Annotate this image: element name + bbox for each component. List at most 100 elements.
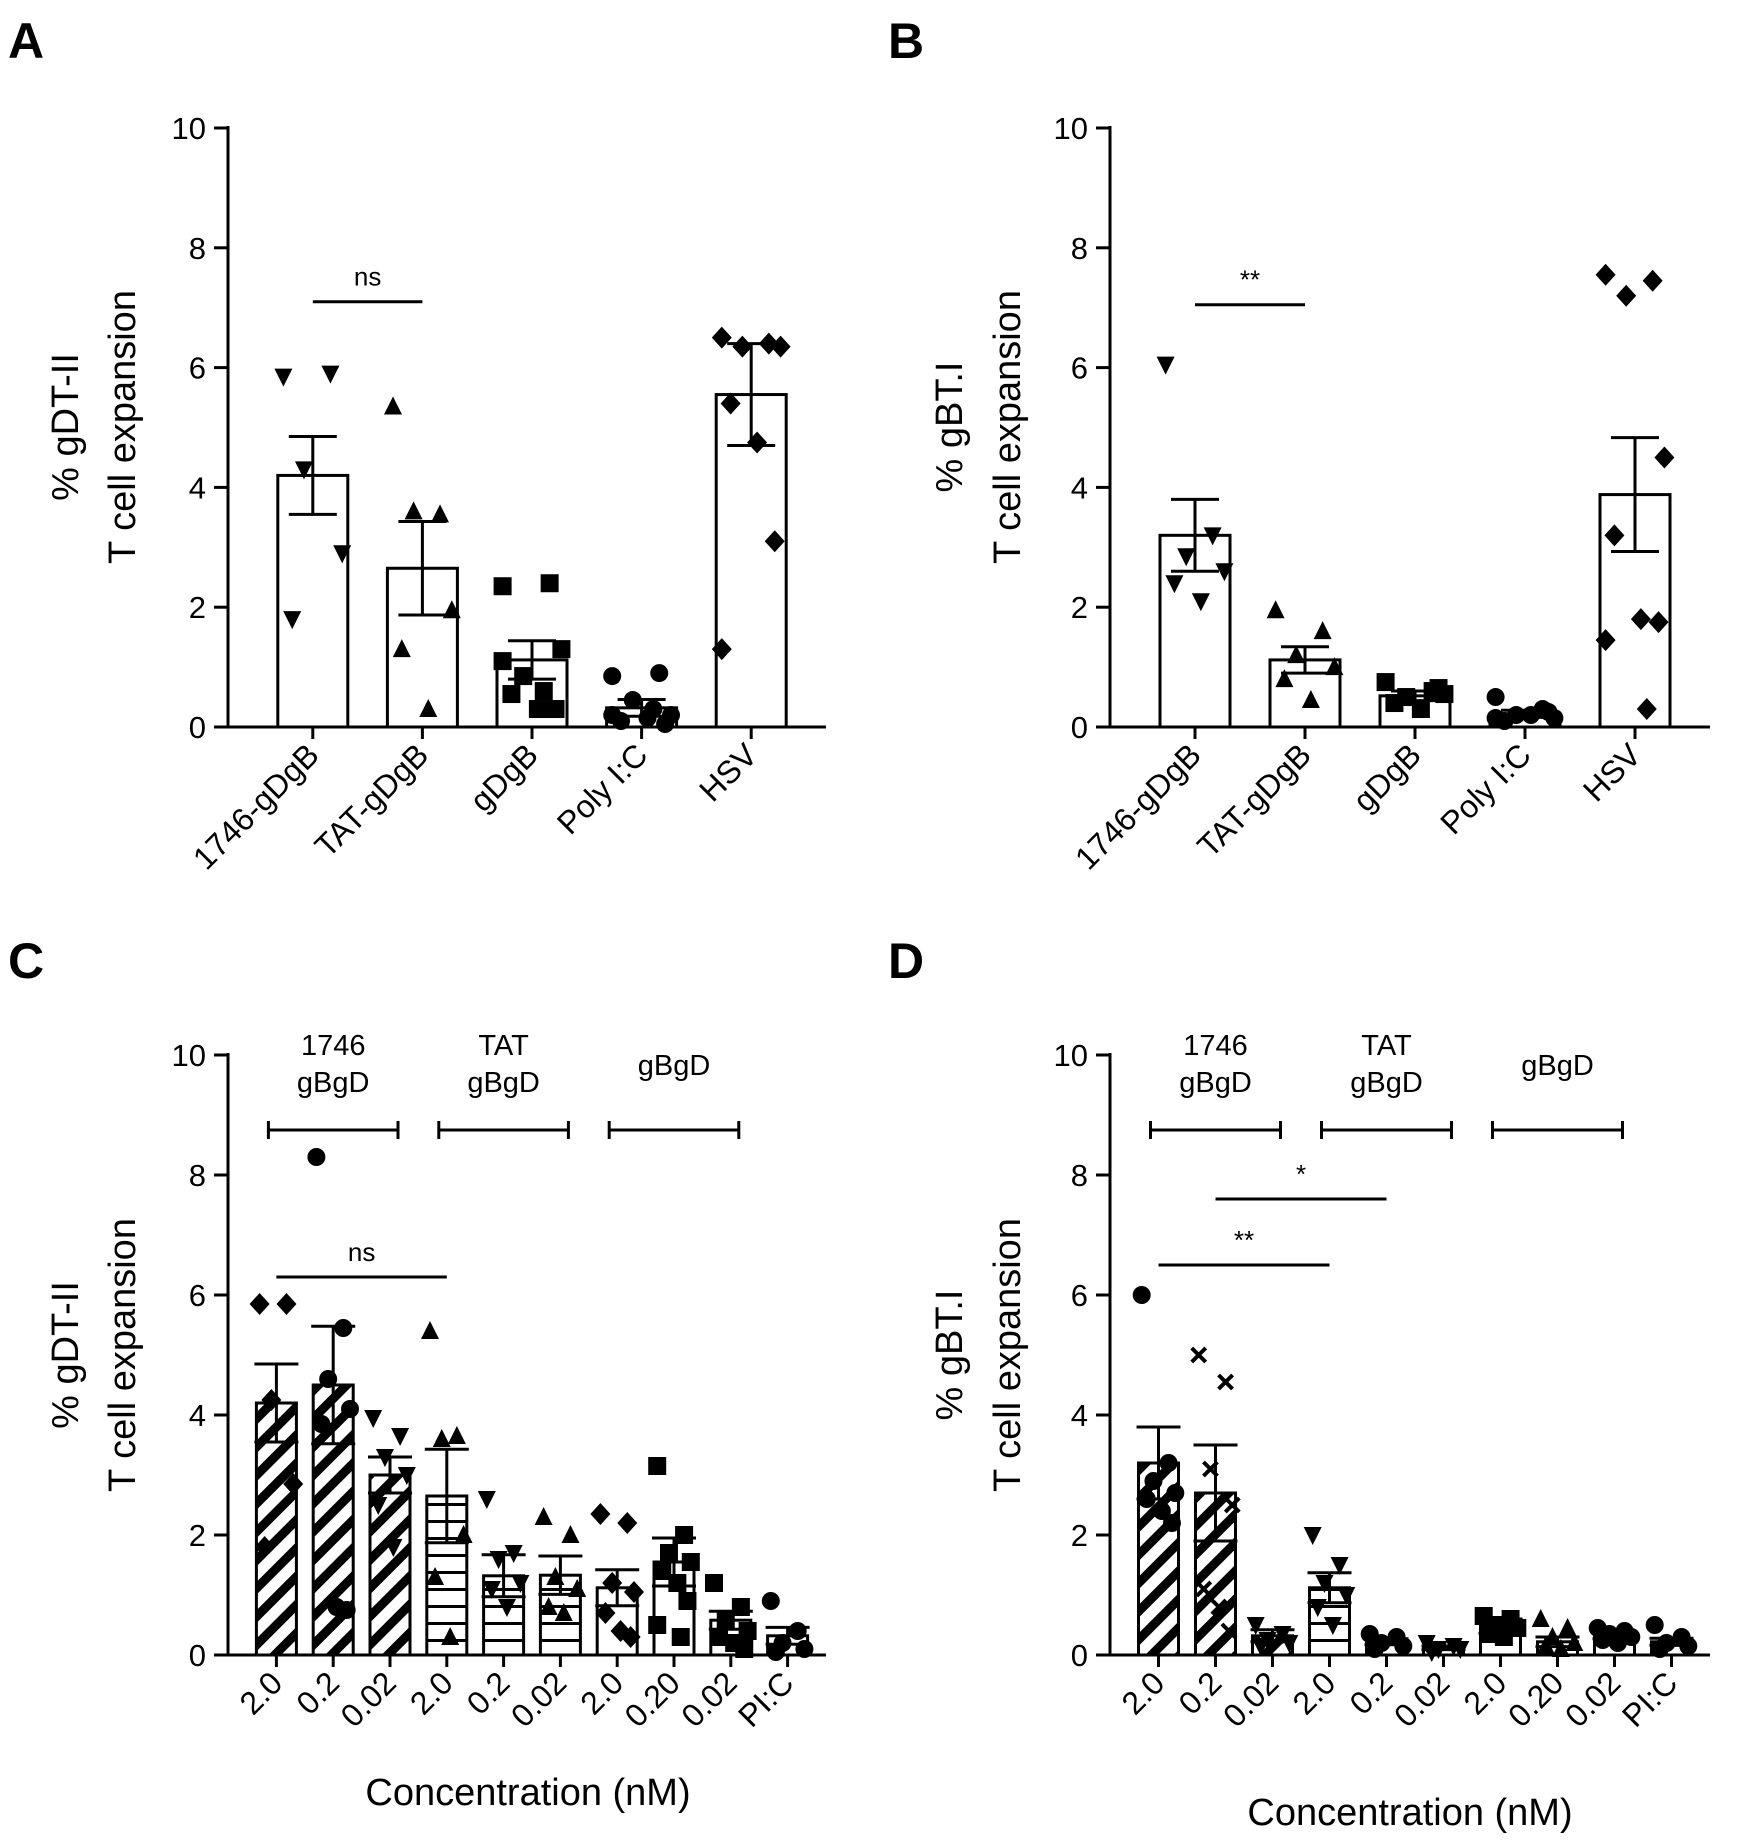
data-point bbox=[1156, 356, 1175, 375]
x-category-label: 0.02 bbox=[1387, 1664, 1456, 1733]
data-point bbox=[675, 1526, 694, 1544]
data-point bbox=[648, 1457, 667, 1475]
data-point bbox=[276, 1293, 297, 1315]
data-point bbox=[477, 1491, 496, 1509]
data-point bbox=[404, 501, 423, 520]
data-point bbox=[431, 504, 450, 523]
data-point bbox=[421, 1321, 439, 1339]
data-point bbox=[761, 1592, 780, 1610]
panel-a-chart: A % gDT-II T cell expansion 0 2 4 6 8 10 1746-gDg… bbox=[8, 13, 826, 876]
data-point bbox=[482, 1581, 501, 1599]
data-point bbox=[1608, 1634, 1627, 1652]
data-point bbox=[364, 1410, 383, 1428]
x-category-label: Poly I:C bbox=[550, 736, 655, 841]
data-point bbox=[442, 600, 461, 619]
data-point bbox=[1630, 608, 1651, 631]
group-label: TAT bbox=[1361, 1030, 1412, 1062]
x-category-label: 0.02 bbox=[1558, 1664, 1627, 1733]
data-point bbox=[705, 1574, 723, 1592]
data-point bbox=[668, 1574, 687, 1592]
group-label: gBgD bbox=[1350, 1067, 1423, 1099]
significance-label: ns bbox=[354, 262, 381, 292]
data-point bbox=[1266, 600, 1285, 619]
x-category-label: Poly I:C bbox=[1433, 736, 1538, 841]
data-point bbox=[1203, 527, 1222, 546]
data-point bbox=[1195, 1580, 1213, 1598]
data-point bbox=[1616, 284, 1637, 307]
data-point bbox=[653, 1562, 672, 1580]
panel-letter: A bbox=[8, 13, 44, 69]
significance-label: ** bbox=[1240, 265, 1260, 295]
data-point bbox=[426, 1567, 445, 1585]
y-tick-label: 2 bbox=[189, 590, 206, 625]
y-tick-label: 10 bbox=[172, 1038, 206, 1073]
data-point bbox=[321, 365, 340, 384]
y-tick-label: 2 bbox=[189, 1518, 206, 1553]
y-axis-label: % gBT.I bbox=[929, 362, 971, 493]
y-tick-label: 4 bbox=[189, 1398, 206, 1433]
data-point bbox=[502, 685, 521, 704]
data-point bbox=[732, 335, 753, 358]
data-point bbox=[539, 1597, 558, 1615]
data-point bbox=[671, 1628, 690, 1646]
data-point bbox=[384, 1539, 403, 1557]
y-axis-label: % gBT.I bbox=[929, 1290, 971, 1421]
x-category-label: 2.0 bbox=[403, 1664, 460, 1721]
data-point bbox=[384, 396, 402, 415]
data-point bbox=[1301, 690, 1320, 709]
data-point bbox=[552, 640, 571, 659]
x-category-label: 0.02 bbox=[504, 1664, 573, 1733]
data-point bbox=[454, 1525, 473, 1543]
x-category-label: HSV bbox=[1576, 736, 1648, 808]
data-point bbox=[432, 1429, 451, 1447]
group-label: gBgD bbox=[1521, 1050, 1594, 1082]
x-category-label: 1746-gDgB bbox=[186, 736, 326, 876]
y-tick-label: 6 bbox=[189, 1278, 206, 1313]
bar bbox=[714, 393, 788, 729]
x-category-label: TAT-gDgB bbox=[1190, 736, 1318, 864]
data-point bbox=[1642, 269, 1663, 292]
data-point bbox=[1215, 563, 1234, 582]
data-point bbox=[511, 1575, 530, 1593]
data-point bbox=[1323, 1617, 1342, 1635]
data-point bbox=[711, 326, 732, 349]
data-point bbox=[1330, 1557, 1349, 1575]
group-label: gBgD bbox=[1179, 1067, 1252, 1099]
x-category-label: 0.20 bbox=[1501, 1664, 1570, 1733]
y-axis-label: % gDT-II bbox=[45, 353, 87, 501]
x-category-label: HSV bbox=[692, 736, 764, 808]
data-point bbox=[493, 577, 512, 596]
data-point bbox=[1165, 575, 1184, 594]
panel-letter: D bbox=[888, 933, 924, 989]
data-point bbox=[1177, 548, 1196, 567]
x-category-label: TAT-gDgB bbox=[308, 736, 436, 864]
significance-label: * bbox=[1296, 1159, 1306, 1189]
x-category-label: 0.20 bbox=[617, 1664, 686, 1733]
data-point bbox=[419, 699, 438, 718]
x-category-label: PI:C bbox=[1615, 1664, 1684, 1733]
data-point bbox=[1595, 263, 1616, 286]
x-category-label: 1746-gDgB bbox=[1068, 736, 1208, 876]
data-point bbox=[1246, 1617, 1265, 1635]
data-point bbox=[334, 1319, 353, 1337]
data-point bbox=[1604, 524, 1625, 547]
group-label: TAT bbox=[478, 1030, 529, 1062]
data-point bbox=[603, 706, 622, 725]
data-point bbox=[1494, 1628, 1513, 1646]
x-category-label: 0.02 bbox=[1216, 1664, 1285, 1733]
data-point bbox=[249, 1293, 270, 1315]
data-point bbox=[561, 1525, 580, 1543]
data-point bbox=[764, 530, 785, 553]
y-axis-label: T cell expansion bbox=[102, 290, 144, 564]
y-axis-label: T cell expansion bbox=[987, 1218, 1029, 1492]
data-point bbox=[1376, 673, 1395, 692]
data-point bbox=[1385, 694, 1404, 713]
data-point bbox=[493, 652, 512, 671]
data-point bbox=[369, 1497, 388, 1515]
data-point bbox=[1190, 1346, 1208, 1364]
y-tick-label: 2 bbox=[1071, 590, 1088, 625]
data-point bbox=[546, 700, 565, 719]
data-point bbox=[720, 392, 741, 415]
data-point bbox=[307, 1148, 326, 1166]
